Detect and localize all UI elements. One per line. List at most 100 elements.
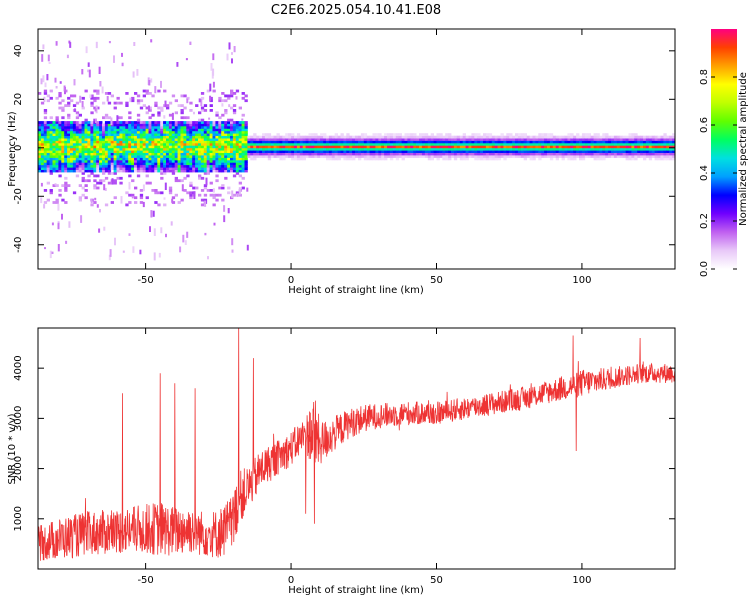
spectrogram-cell [424, 140, 429, 144]
spectrogram-cell [204, 232, 207, 236]
spectrogram-cell [171, 147, 176, 151]
spectrogram-cell [419, 140, 423, 144]
spectrogram-cell [184, 240, 187, 245]
spectrogram-cell [52, 133, 56, 136]
spectrogram-cell [171, 128, 176, 132]
spectrogram-cell [108, 254, 111, 261]
spectrogram-cell [58, 155, 62, 158]
spectrogram-cell [186, 164, 190, 168]
spectrogram-cell [67, 150, 71, 153]
spectrogram-cell [46, 145, 50, 149]
spectrogram-cell [247, 150, 251, 153]
spectrogram-cell [107, 92, 112, 95]
spectrogram-cell [171, 150, 176, 153]
spectrogram-cell [128, 155, 132, 158]
spectrogram-cell [67, 162, 71, 166]
spectrogram-cell [212, 147, 216, 151]
spectrogram-cell [131, 138, 135, 141]
spectrogram-cell [488, 138, 493, 141]
spectrogram-cell [497, 155, 501, 158]
spectrogram-cell [67, 145, 71, 149]
spectrogram-cell [131, 162, 135, 166]
spectrogram-cell [96, 150, 100, 153]
spectrogram-cell [590, 152, 594, 156]
spectrogram-cell [302, 145, 306, 149]
spectrogram-cell [113, 164, 117, 168]
spectrogram-cell [139, 152, 144, 156]
spectrogram-cell [221, 157, 225, 161]
spectrogram-cell [122, 164, 126, 168]
spectrogram-cell [547, 145, 551, 149]
spectrogram-cell [651, 145, 655, 149]
spectrogram-cell [84, 133, 88, 136]
spectrogram-cell [328, 142, 333, 146]
spectrogram-cell [355, 135, 359, 139]
spectrogram-cell [148, 140, 152, 144]
spectrogram-cell [157, 123, 161, 127]
spectrogram-cell [442, 150, 446, 153]
spectrogram-cell [593, 155, 597, 158]
spectrogram-cell [122, 133, 126, 136]
spectrogram-cell [538, 152, 542, 156]
spectrogram-cell [154, 169, 158, 173]
spectrogram-cell [517, 155, 522, 158]
spectrogram-cell [244, 164, 248, 168]
spectrogram-cell [64, 184, 68, 187]
spectrogram-cell [483, 145, 487, 149]
spectrogram-cell [78, 113, 82, 117]
spectrogram-cell [72, 162, 77, 166]
spectrogram-cell [605, 133, 609, 136]
spectrogram-cell [70, 150, 74, 153]
spectrogram-cell [631, 142, 635, 146]
spectrogram-cell [139, 164, 144, 168]
spectrogram-cell [384, 140, 388, 144]
spectrogram-cell [337, 142, 341, 146]
spectrogram-cell [387, 155, 391, 158]
spectrogram-cell [235, 121, 240, 124]
spectrogram-cell [483, 138, 487, 141]
spectrogram-cell [523, 135, 527, 139]
spectrogram-cell [145, 196, 149, 200]
spectrogram-cell [81, 101, 84, 108]
spectrogram-cell [640, 152, 644, 156]
spectrogram-cell [198, 169, 202, 173]
spectrogram-cell [227, 152, 231, 156]
spectrogram-cell [395, 135, 400, 139]
spectrogram-cell [410, 138, 414, 141]
spectrogram-cell [520, 150, 525, 153]
spectrogram-cell [241, 147, 245, 151]
spectrogram-cell [643, 147, 647, 151]
spectrogram-cell [442, 138, 446, 141]
spectrogram-cell [549, 150, 554, 153]
spectrogram-cell [291, 150, 295, 153]
spectrogram-cell [93, 96, 97, 100]
spectrogram-cell [93, 128, 97, 132]
spectrogram-cell [613, 135, 618, 139]
spectrogram-cell [177, 135, 181, 139]
spectrogram-cell [81, 159, 85, 163]
spectrogram-cell [166, 130, 170, 134]
spectrogram-cell [250, 135, 254, 139]
spectrogram-cell [389, 145, 394, 149]
spectrogram-cell [180, 155, 184, 158]
spectrogram-cell [453, 138, 458, 141]
spectrogram-cell [125, 142, 129, 146]
spectrogram-cell [55, 128, 59, 132]
spectrogram-cell [84, 179, 88, 183]
spectrogram-cell [55, 135, 59, 139]
spectrogram-cell [238, 181, 242, 185]
spectrogram-cell [43, 133, 48, 136]
spectrogram-cell [166, 152, 170, 156]
spectrogram-cell [224, 145, 228, 149]
spectrogram-cell [541, 138, 545, 141]
spectrogram-cell [90, 111, 94, 115]
spectrogram-cell [410, 155, 414, 158]
spectrogram-cell [445, 155, 449, 158]
spectrogram-cell [148, 80, 151, 86]
spectrogram-cell [195, 159, 199, 163]
spectrogram-cell [465, 155, 469, 158]
spectrogram-cell [209, 109, 213, 112]
spectrogram-cell [200, 169, 205, 173]
spectrogram-cell [517, 135, 522, 139]
spectrogram-cell [512, 152, 516, 156]
